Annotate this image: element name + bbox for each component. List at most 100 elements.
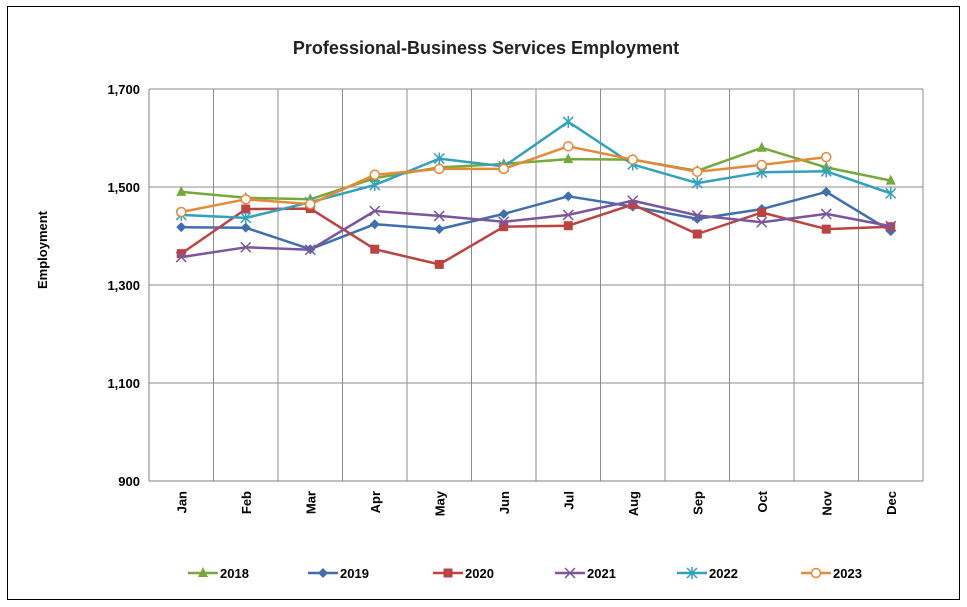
data-point	[820, 165, 832, 178]
legend-label: 2021	[587, 566, 616, 581]
data-point	[820, 208, 832, 220]
data-point	[821, 224, 831, 234]
data-point	[176, 249, 186, 259]
x-tick-label: Mar	[303, 491, 318, 514]
legend-label: 2023	[833, 566, 862, 581]
x-tick-label: Dec	[884, 491, 899, 515]
data-point	[692, 166, 703, 178]
data-point	[175, 251, 187, 263]
data-point	[821, 186, 832, 197]
data-point	[562, 209, 574, 221]
y-tick-label: 1,100	[107, 376, 140, 391]
data-point	[627, 154, 638, 165]
x-tick-label: Jun	[497, 491, 512, 514]
data-point	[176, 185, 187, 196]
data-point	[433, 210, 445, 222]
data-point	[370, 244, 380, 254]
grid	[149, 88, 924, 482]
legend-label: 2019	[340, 566, 369, 581]
legend-item: 2021	[555, 566, 616, 581]
data-point	[434, 163, 445, 175]
chart-frame	[7, 6, 960, 600]
data-point	[369, 169, 380, 180]
legend-item: 2019	[308, 566, 369, 581]
data-point	[499, 222, 509, 232]
data-point	[756, 216, 768, 228]
x-tick-label: Feb	[239, 491, 254, 514]
chart-title: Professional-Business Services Employmen…	[293, 38, 679, 58]
axes: 900 1,100 1,300 1,500 1,700 Jan Feb Mar Apr May Ju…	[107, 82, 923, 516]
legend-label: 2022	[709, 566, 738, 581]
data-point	[498, 208, 509, 219]
data-point	[756, 141, 767, 152]
data-point	[240, 222, 251, 233]
data-point	[434, 224, 445, 235]
x-tick-label: Aug	[626, 491, 641, 516]
legend-item: 2023	[801, 566, 862, 581]
series-line	[181, 146, 892, 201]
y-axis-title: Employment	[35, 210, 50, 289]
data-point	[305, 198, 316, 210]
data-point	[686, 567, 698, 579]
data-point	[563, 221, 573, 231]
x-tick-label: May	[432, 490, 447, 516]
y-tick-label: 1,700	[107, 82, 140, 97]
series-line	[181, 199, 892, 259]
data-point	[369, 219, 380, 230]
data-point	[498, 216, 510, 228]
data-point	[628, 200, 638, 210]
legend: 2018 2019 2020 2021 2022 2023	[188, 566, 862, 581]
data-point	[240, 211, 252, 224]
data-point	[176, 222, 187, 233]
data-point	[176, 206, 187, 218]
data-point	[304, 244, 316, 256]
data-point	[757, 207, 767, 217]
data-point	[241, 204, 251, 214]
x-tick-label: Sep	[690, 491, 705, 515]
data-point	[627, 195, 639, 207]
series-2021	[175, 195, 897, 263]
x-tick-label: Oct	[755, 490, 770, 512]
series-lines	[175, 115, 897, 269]
series-line	[180, 203, 891, 266]
data-point	[563, 141, 574, 152]
data-point	[692, 229, 702, 239]
data-point	[498, 163, 509, 175]
data-point	[240, 194, 251, 205]
data-point	[691, 177, 703, 190]
data-point	[443, 568, 453, 578]
data-point	[318, 568, 328, 578]
series-line	[181, 120, 892, 220]
legend-label: 2020	[465, 566, 494, 581]
data-point	[885, 187, 897, 200]
data-point	[433, 152, 445, 165]
legend-label: 2018	[220, 566, 249, 581]
data-point	[563, 191, 574, 202]
data-point	[369, 205, 381, 217]
y-tick-label: 1,500	[107, 180, 140, 195]
series-2023	[176, 141, 832, 218]
data-point	[564, 567, 576, 579]
data-point	[198, 567, 208, 577]
data-point	[885, 174, 896, 185]
series-2020	[176, 200, 896, 269]
data-point	[563, 153, 574, 164]
data-point	[434, 259, 444, 269]
data-point	[240, 241, 252, 253]
data-point	[369, 179, 381, 192]
y-tick-label: 900	[118, 474, 140, 489]
y-tick-label: 1,300	[107, 278, 140, 293]
x-tick-label: Jan	[174, 491, 189, 513]
data-point	[691, 209, 703, 221]
series-line	[181, 190, 892, 251]
data-point	[821, 151, 832, 163]
data-point	[562, 115, 574, 128]
legend-item: 2020	[433, 566, 494, 581]
data-point	[810, 567, 822, 579]
x-tick-label: Nov	[819, 490, 834, 515]
legend-item: 2022	[677, 566, 738, 581]
data-point	[756, 159, 767, 171]
x-tick-label: Apr	[368, 491, 383, 513]
x-tick-label: Jul	[561, 491, 576, 510]
